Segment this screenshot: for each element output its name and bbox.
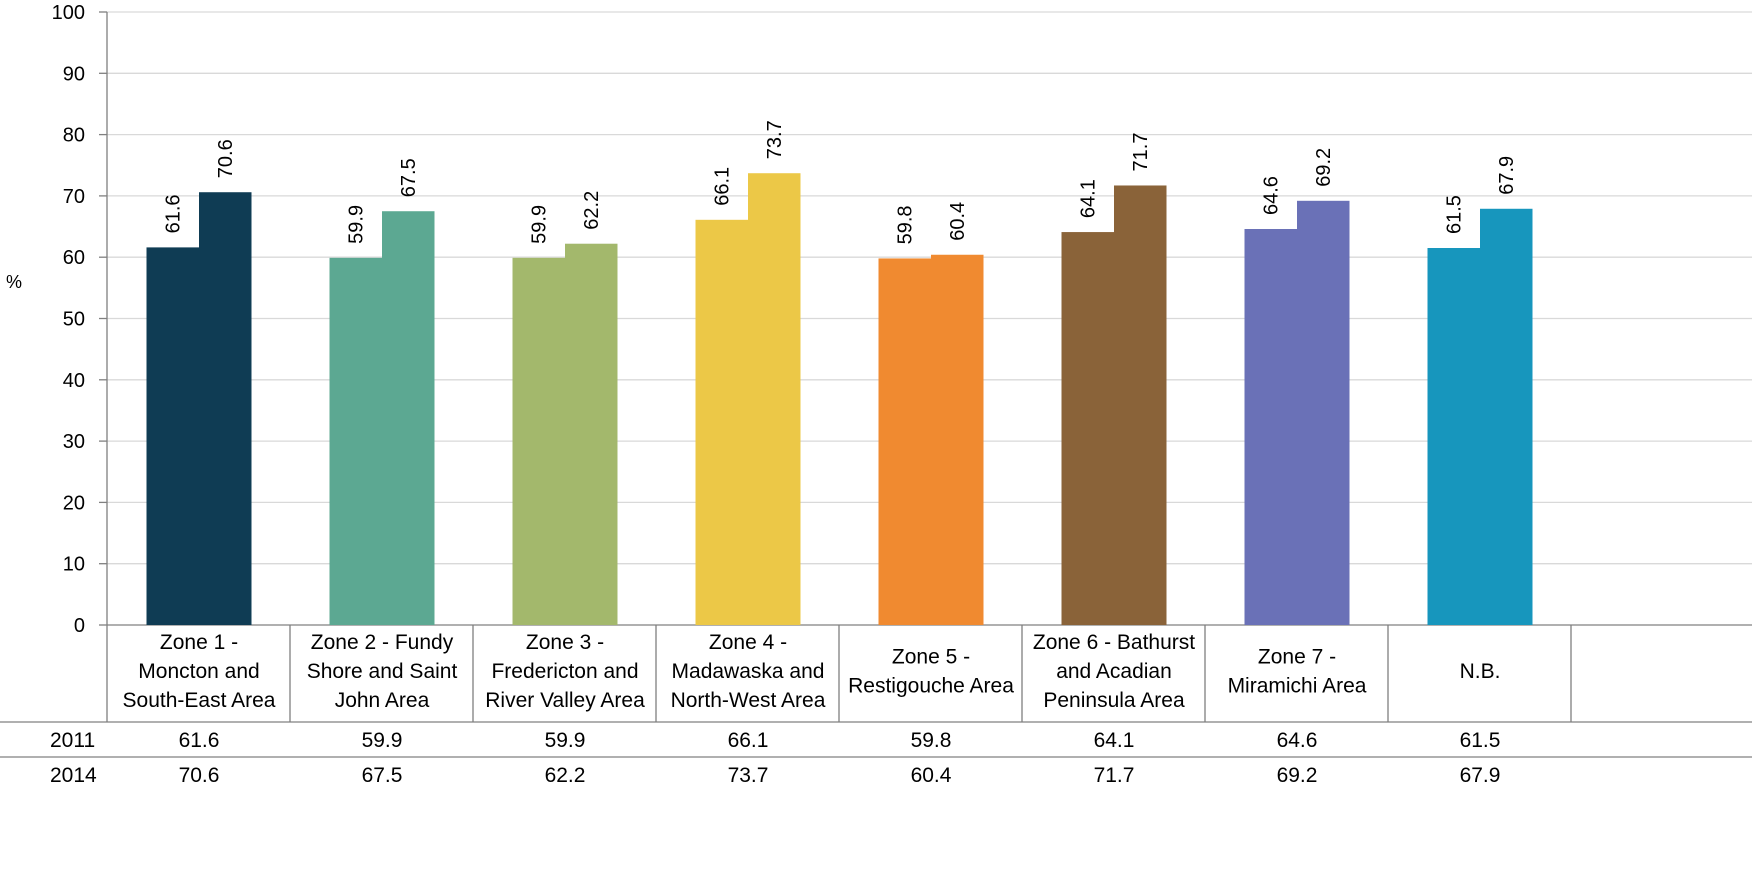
table-cell: 62.2: [545, 764, 586, 787]
y-tick-label: 90: [63, 63, 85, 85]
category-label-line: N.B.: [1460, 660, 1501, 683]
table-cell: 59.9: [362, 729, 403, 752]
bar-2014-4: [748, 173, 801, 625]
table-cell: 67.5: [362, 764, 403, 787]
table-cell: 64.1: [1094, 729, 1135, 752]
bars: [146, 173, 1533, 626]
table-row-header: 2011: [50, 729, 95, 752]
y-tick-label: 70: [63, 186, 85, 208]
bar-2014-1: [199, 192, 252, 626]
table-row-header: 2014: [50, 764, 97, 787]
category-label-line: Moncton and: [138, 660, 259, 683]
y-tick-label: 0: [74, 615, 85, 637]
data-label: 64.6: [1261, 176, 1283, 215]
data-table: 2011 61.6 59.9 59.9 66.1 59.8 64.1 64.6 61.5 2014…: [0, 721, 1752, 787]
bar-2011-1: [146, 247, 199, 625]
category-label: Zone 4 - Madawaska and North-West Area: [671, 631, 826, 712]
data-label: 73.7: [764, 120, 786, 159]
table-cell: 71.7: [1094, 764, 1135, 787]
category-label-line: River Valley Area: [485, 689, 645, 712]
table-cell: 70.6: [179, 764, 220, 787]
table-cell: 67.9: [1460, 764, 1501, 787]
y-tick-label: 10: [63, 554, 85, 576]
data-label: 70.6: [215, 139, 237, 178]
category-label: Zone 3 - Fredericton and River Valley Area: [485, 631, 645, 712]
category-label: Zone 6 - Bathurst and Acadian Peninsula Ar…: [1033, 631, 1195, 712]
data-label: 71.7: [1130, 133, 1152, 172]
category-label: Zone 7 - Miramichi Area: [1228, 646, 1367, 698]
y-tick-label: 80: [63, 125, 85, 147]
bar-2011-7: [1244, 229, 1297, 625]
category-label-line: Zone 6 - Bathurst: [1033, 631, 1195, 654]
category-label-line: and Acadian: [1056, 660, 1172, 683]
table-cell: 59.8: [911, 729, 952, 752]
y-tick-label: 100: [52, 2, 85, 24]
table-cell: 61.5: [1460, 729, 1501, 752]
data-label: 64.1: [1078, 179, 1100, 218]
category-label-line: North-West Area: [671, 689, 826, 712]
table-cell: 60.4: [911, 764, 952, 787]
bar-2011-5: [878, 258, 931, 625]
table-cell: 66.1: [728, 729, 769, 752]
category-label-line: Zone 5 -: [892, 646, 970, 669]
y-tick-label: 20: [63, 492, 85, 514]
category-label-line: Zone 2 - Fundy: [311, 631, 454, 654]
data-label: 59.9: [346, 205, 368, 244]
data-labels: 61.6 70.6 59.9 67.5 59.9 62.2 66.1 73.7 59.8 60.4…: [163, 120, 1519, 244]
category-label-line: Fredericton and: [491, 660, 638, 683]
category-label-line: South-East Area: [123, 689, 276, 712]
y-tick-label: 60: [63, 247, 85, 269]
y-tick-label: 40: [63, 370, 85, 392]
category-label-line: Restigouche Area: [848, 675, 1014, 698]
data-label: 62.2: [581, 191, 603, 230]
data-label: 59.9: [529, 205, 551, 244]
data-label: 66.1: [712, 167, 734, 206]
data-label: 67.9: [1496, 156, 1518, 195]
category-label-line: Miramichi Area: [1228, 675, 1367, 698]
category-labels: Zone 1 - Moncton and South-East Area Zone 2…: [123, 631, 1501, 712]
bar-2014-7: [1297, 200, 1350, 625]
category-label-line: John Area: [335, 689, 430, 712]
table-cell: 64.6: [1277, 729, 1318, 752]
y-tick-label: 30: [63, 431, 85, 453]
category-label-line: Zone 7 -: [1258, 646, 1336, 669]
bar-2014-8: [1480, 208, 1533, 625]
category-label-line: Peninsula Area: [1043, 689, 1185, 712]
category-label-line: Zone 3 -: [526, 631, 604, 654]
category-label-line: Shore and Saint: [307, 660, 458, 683]
bar-2011-3: [512, 257, 565, 625]
table-cell: 59.9: [545, 729, 586, 752]
bar-2014-5: [931, 254, 984, 626]
category-label: Zone 1 - Moncton and South-East Area: [123, 631, 276, 712]
table-cell: 73.7: [728, 764, 769, 787]
bar-2011-8: [1427, 248, 1480, 625]
table-cell: 61.6: [179, 729, 220, 752]
y-tick-label: 50: [63, 309, 85, 331]
y-axis-unit-label: %: [6, 272, 22, 292]
bar-2011-2: [329, 257, 382, 625]
bar-2011-4: [695, 219, 748, 625]
table-cell: 69.2: [1277, 764, 1318, 787]
category-label-line: Zone 4 -: [709, 631, 787, 654]
bar-2014-6: [1114, 185, 1167, 625]
category-label-line: Zone 1 -: [160, 631, 238, 654]
data-label: 60.4: [947, 202, 969, 241]
data-label: 61.5: [1444, 195, 1466, 234]
bar-2014-2: [382, 211, 435, 625]
data-label: 61.6: [163, 194, 185, 233]
category-label-line: Madawaska and: [672, 660, 825, 683]
data-label: 67.5: [398, 158, 420, 197]
data-label: 69.2: [1313, 148, 1335, 187]
bar-2014-3: [565, 243, 618, 626]
bar-2011-6: [1061, 232, 1114, 625]
category-label: Zone 5 - Restigouche Area: [848, 646, 1014, 698]
category-label: N.B.: [1460, 660, 1501, 683]
category-label: Zone 2 - Fundy Shore and Saint John Area: [307, 631, 458, 712]
data-label: 59.8: [895, 205, 917, 244]
